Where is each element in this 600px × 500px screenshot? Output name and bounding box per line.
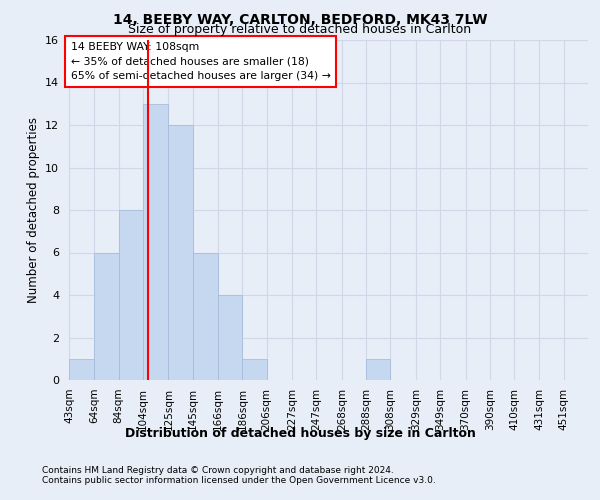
Text: Size of property relative to detached houses in Carlton: Size of property relative to detached ho… — [128, 22, 472, 36]
Text: Contains public sector information licensed under the Open Government Licence v3: Contains public sector information licen… — [42, 476, 436, 485]
Bar — [218, 295, 242, 380]
Text: Contains HM Land Registry data © Crown copyright and database right 2024.: Contains HM Land Registry data © Crown c… — [42, 466, 394, 475]
Bar — [143, 104, 169, 380]
Bar — [69, 359, 94, 380]
Text: Distribution of detached houses by size in Carlton: Distribution of detached houses by size … — [125, 428, 475, 440]
Y-axis label: Number of detached properties: Number of detached properties — [26, 117, 40, 303]
Bar — [366, 359, 391, 380]
Bar — [94, 252, 119, 380]
Bar — [169, 125, 193, 380]
Bar — [119, 210, 143, 380]
Text: 14 BEEBY WAY: 108sqm
← 35% of detached houses are smaller (18)
65% of semi-detac: 14 BEEBY WAY: 108sqm ← 35% of detached h… — [71, 42, 331, 82]
Bar — [242, 359, 266, 380]
Text: 14, BEEBY WAY, CARLTON, BEDFORD, MK43 7LW: 14, BEEBY WAY, CARLTON, BEDFORD, MK43 7L… — [113, 12, 487, 26]
Bar — [193, 252, 218, 380]
